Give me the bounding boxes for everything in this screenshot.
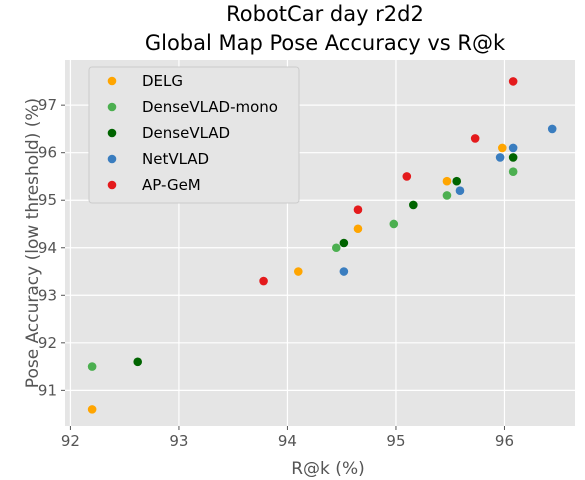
data-point	[508, 167, 518, 177]
legend-label-delg: DELG	[142, 72, 183, 90]
data-point	[508, 77, 518, 86]
x-axis-label: R@k (%)	[291, 459, 364, 479]
series-ap-gem	[259, 77, 518, 286]
y-tick-label: 96	[38, 144, 57, 162]
y-tick-label: 91	[38, 381, 57, 399]
y-tick-label: 93	[38, 286, 57, 304]
data-point	[402, 172, 412, 181]
data-point	[442, 191, 452, 200]
data-point	[470, 134, 480, 143]
chart-title: RobotCar day r2d2 Global Map Pose Accura…	[145, 2, 506, 55]
legend-label-densevlad: DenseVLAD	[142, 124, 230, 142]
x-tick-labels: 92 93 94 95 96	[61, 426, 514, 450]
data-point	[331, 243, 341, 253]
data-point	[339, 238, 349, 248]
x-tick-label: 92	[61, 432, 80, 450]
data-point	[389, 219, 399, 229]
data-points	[87, 77, 557, 414]
data-point	[133, 357, 143, 367]
y-tick-label: 97	[38, 96, 57, 114]
y-tick-label: 92	[38, 334, 57, 352]
legend-label-netvlad: NetVLAD	[142, 150, 209, 168]
legend-box	[88, 66, 300, 204]
x-tick-label: 95	[386, 432, 405, 450]
data-point	[547, 124, 557, 134]
data-point	[508, 153, 518, 162]
y-tick-label: 95	[38, 191, 57, 209]
data-point	[497, 143, 507, 153]
data-point	[293, 267, 303, 276]
legend-marker-netvlad	[107, 154, 117, 164]
data-point	[339, 267, 349, 276]
data-point	[353, 224, 363, 234]
data-point	[87, 405, 97, 414]
data-point	[442, 176, 452, 186]
y-tick-labels: 91 92 93 94 95 96 97	[38, 96, 65, 399]
data-point	[495, 153, 505, 162]
chart-title-line-2: Global Map Pose Accuracy vs R@k	[145, 31, 506, 55]
legend-label-ap-gem: AP-GeM	[142, 176, 201, 194]
data-point	[508, 143, 518, 153]
x-tick-label: 93	[169, 432, 188, 450]
series-delg	[87, 143, 507, 414]
data-point	[409, 200, 418, 210]
series-densevlad	[133, 153, 518, 367]
x-tick-label: 96	[495, 432, 514, 450]
legend: DELG DenseVLAD-mono DenseVLAD NetVLAD AP-GeM	[88, 66, 300, 204]
data-point	[353, 205, 363, 215]
data-point	[455, 186, 465, 196]
legend-marker-densevlad	[107, 128, 117, 138]
data-point	[87, 362, 97, 371]
y-axis-label: Pose Accuracy (low threshold) (%)	[23, 98, 43, 388]
legend-marker-delg	[107, 76, 117, 86]
data-point	[259, 276, 268, 286]
series-netvlad	[339, 124, 557, 276]
x-tick-label: 94	[278, 432, 297, 450]
legend-marker-ap-gem	[107, 180, 117, 190]
data-point	[452, 176, 462, 186]
legend-label-densevlad-mono: DenseVLAD-mono	[142, 98, 278, 116]
series-densevlad-mono	[87, 167, 518, 371]
legend-marker-densevlad-mono	[107, 102, 117, 112]
y-tick-label: 94	[38, 239, 57, 257]
chart-title-line-1: RobotCar day r2d2	[226, 2, 424, 26]
